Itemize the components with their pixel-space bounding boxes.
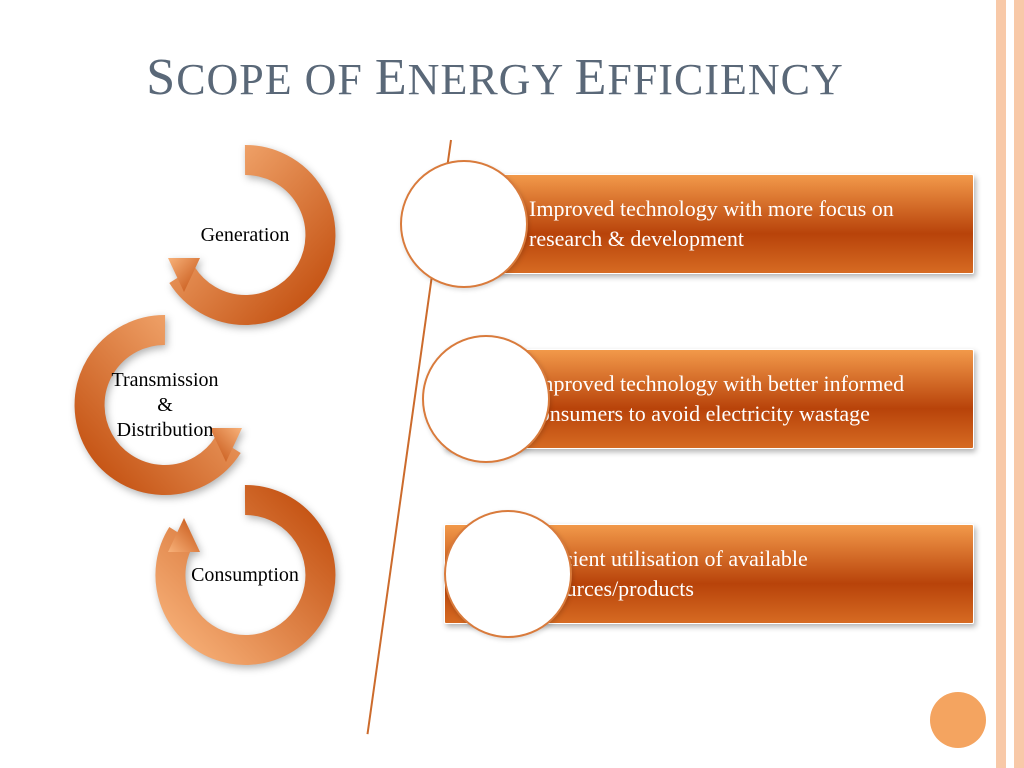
cycle-node-transmission: Transmission & Distribution	[80, 320, 250, 490]
cycle-label: Consumption	[191, 563, 299, 588]
title-cap-e1: E	[375, 49, 408, 106]
cycle-node-generation: Generation	[160, 150, 330, 320]
title-seg-2: NERGY	[408, 55, 575, 104]
cycle-label: Transmission & Distribution	[111, 368, 218, 443]
info-item-2: Improved technology with better informed…	[380, 335, 980, 465]
title-seg-1: COPE OF	[176, 55, 375, 104]
info-item-1: Improved technology with more focus on r…	[380, 160, 980, 290]
info-item-3: Efficient utilisation of available resou…	[380, 510, 980, 640]
info-boxes: Improved technology with more focus on r…	[380, 150, 980, 730]
info-circle	[400, 160, 528, 288]
cycle-diagram: Generation Transmission & Distribution C…	[50, 150, 370, 750]
cycle-node-consumption: Consumption	[160, 490, 330, 660]
title-seg-3: FFICIENCY	[607, 55, 843, 104]
info-text: Improved technology with better informed…	[529, 369, 957, 428]
page-title: SCOPE OF ENERGY EFFICIENCY	[0, 48, 990, 107]
info-text: Improved technology with more focus on r…	[529, 194, 957, 253]
info-text: Efficient utilisation of available resou…	[529, 544, 957, 603]
cycle-label: Generation	[201, 223, 290, 248]
info-circle	[444, 510, 572, 638]
info-circle	[422, 335, 550, 463]
right-stripe-inner	[1006, 0, 1014, 768]
title-cap-s: S	[146, 49, 176, 106]
title-cap-e2: E	[575, 49, 608, 106]
